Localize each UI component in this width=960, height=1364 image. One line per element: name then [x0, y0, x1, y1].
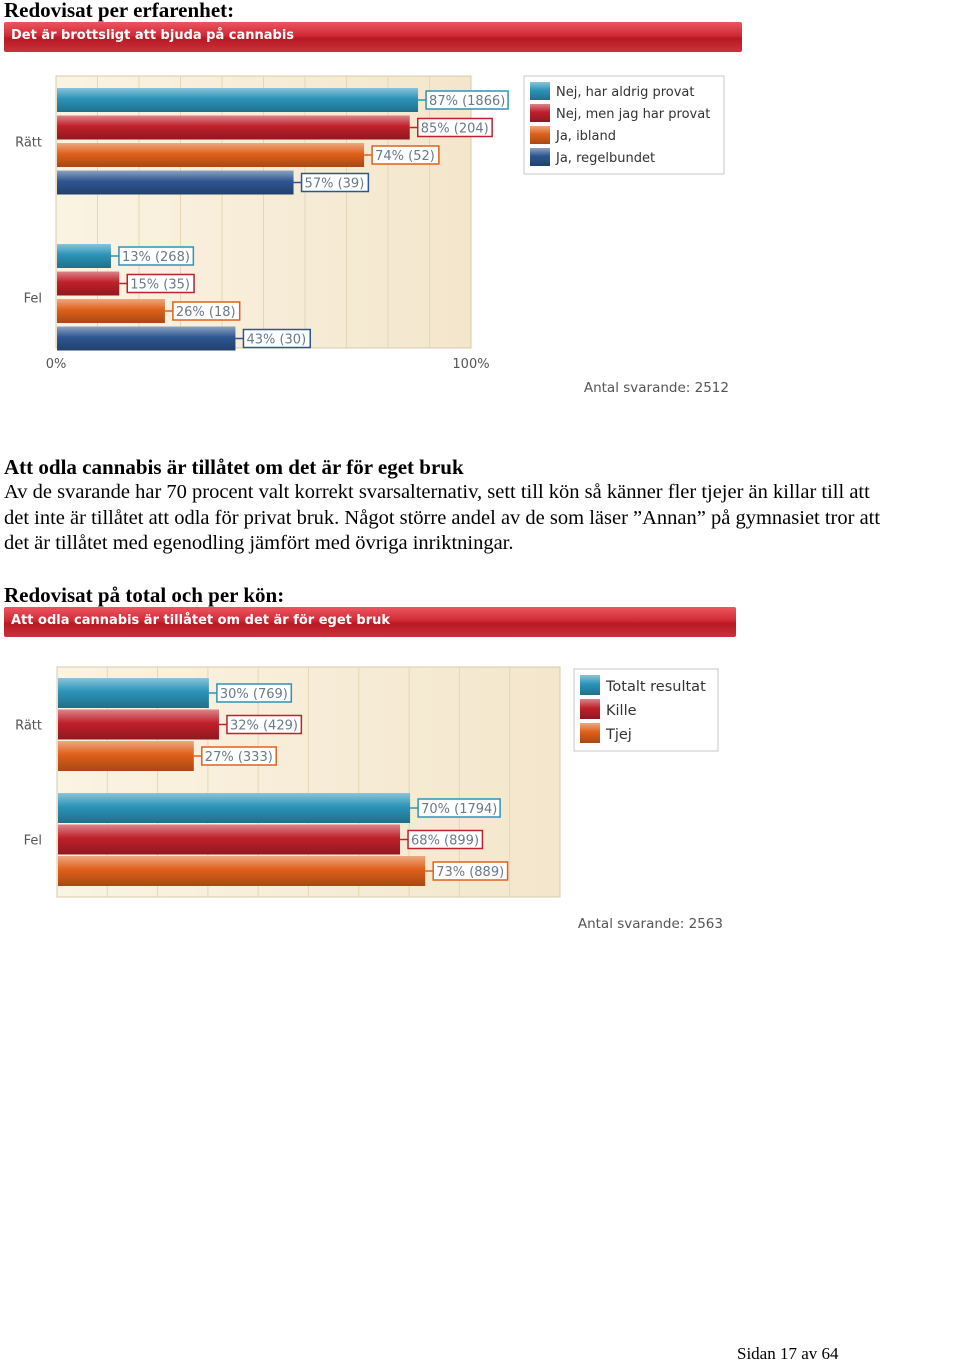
legend-swatch: [580, 675, 600, 695]
section-heading-experience: Redovisat per erfarenhet:: [4, 0, 235, 22]
chart-header: Att odla cannabis är tillåtet om det är …: [4, 607, 736, 637]
respondents-label: Antal svarande: 2512: [584, 380, 729, 396]
bar: [57, 326, 236, 351]
legend-label: Nej, men jag har provat: [556, 107, 710, 122]
legend-swatch: [530, 126, 550, 144]
chart-title: Att odla cannabis är tillåtet om det är …: [11, 613, 391, 628]
chart-gender: Att odla cannabis är tillåtet om det är …: [4, 607, 736, 940]
legend-swatch: [530, 104, 550, 122]
legend-swatch: [530, 82, 550, 100]
paragraph-line: det inte är tillåtet att odla för privat…: [4, 506, 881, 529]
section-paragraph: Av de svarande har 70 procent valt korre…: [4, 480, 960, 557]
chart-svg: 30% (769) 32% (429) 27% (333) Rätt 70% (1794…: [4, 645, 736, 940]
category-label: Fel: [24, 834, 42, 849]
legend-swatch: [580, 723, 600, 743]
data-label: 27% (333): [205, 750, 273, 765]
data-label: 87% (1866): [429, 94, 505, 109]
x-tick-label: 0%: [46, 357, 67, 372]
legend-label: Kille: [606, 703, 637, 719]
data-label: 13% (268): [122, 250, 190, 265]
data-label: 43% (30): [246, 333, 306, 348]
paragraph-line: Av de svarande har 70 procent valt korre…: [4, 481, 870, 503]
data-label: 32% (429): [230, 719, 298, 734]
category-label: Rätt: [15, 135, 42, 150]
data-label: 73% (889): [436, 865, 504, 880]
data-label: 74% (52): [375, 149, 435, 164]
bar: [57, 88, 419, 112]
data-label: 85% (204): [421, 122, 489, 137]
page-number: Sidan 17 av 64: [737, 1344, 839, 1363]
bar: [58, 856, 426, 886]
legend-label: Tjej: [605, 727, 632, 743]
bar: [58, 793, 411, 823]
data-label: 70% (1794): [421, 802, 497, 817]
legend-label: Ja, ibland: [555, 129, 616, 144]
bar: [57, 170, 294, 195]
category-label: Rätt: [15, 719, 42, 734]
legend-label: Nej, har aldrig provat: [556, 85, 694, 100]
chart-title: Det är brottsligt att bjuda på cannabis: [11, 28, 295, 43]
bar: [57, 271, 120, 296]
data-label: 26% (18): [176, 305, 236, 320]
respondents-label: Antal svarande: 2563: [578, 916, 723, 932]
bar: [57, 299, 165, 323]
chart-experience: Det är brottsligt att bjuda på cannabis …: [4, 22, 742, 402]
bar: [58, 824, 401, 855]
bar: [58, 741, 194, 771]
legend-label: Ja, regelbundet: [555, 151, 655, 166]
bar: [57, 143, 365, 167]
x-tick-label: 100%: [452, 357, 489, 372]
section-title: Att odla cannabis är tillåtet om det är …: [4, 455, 464, 479]
chart-svg: 87% (1866) 85% (204) 74% (52) 57% (39) Rätt 1…: [4, 60, 742, 402]
bar: [58, 678, 209, 708]
data-label: 57% (39): [305, 177, 365, 192]
data-label: 30% (769): [220, 687, 288, 702]
category-label: Fel: [24, 291, 42, 306]
legend-swatch: [530, 148, 550, 166]
data-label: 15% (35): [130, 278, 190, 293]
bar: [58, 709, 219, 740]
bar: [57, 244, 111, 268]
chart-header: Det är brottsligt att bjuda på cannabis: [4, 22, 742, 52]
section-heading-gender: Redovisat på total och per kön:: [4, 583, 285, 607]
data-label: 68% (899): [411, 834, 479, 849]
legend: [523, 75, 725, 175]
legend-label: Totalt resultat: [605, 679, 706, 695]
bar: [57, 115, 410, 140]
legend-swatch: [580, 699, 600, 719]
paragraph-line: det är tillåtet med egenodling jämfört m…: [4, 532, 514, 554]
